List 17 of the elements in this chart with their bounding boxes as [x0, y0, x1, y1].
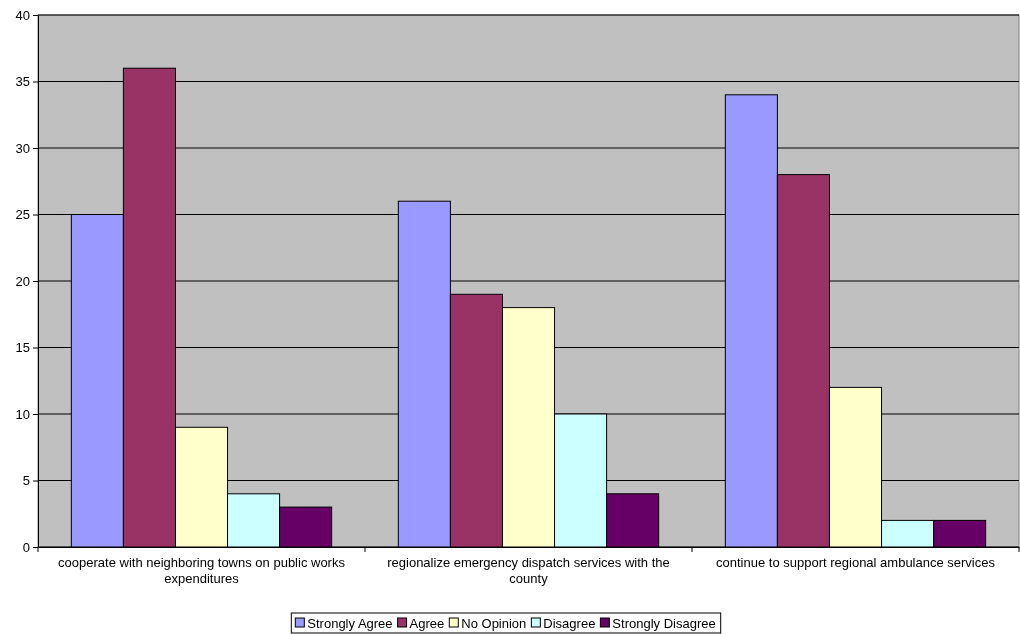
y-tick-label: 35 — [15, 74, 30, 90]
x-tick-label: regionalize emergency dispatch services with the county — [387, 554, 670, 586]
y-tick-label: 5 — [22, 473, 30, 489]
legend-label: No Opinion — [461, 615, 527, 631]
y-tick-label: 10 — [15, 406, 30, 422]
y-tick-label: 30 — [15, 140, 30, 156]
y-tick-label: 0 — [22, 539, 30, 555]
y-tick-label: 20 — [15, 273, 30, 289]
legend-label: Agree — [409, 615, 445, 631]
y-tick-label: 15 — [15, 340, 30, 356]
legend-label: Strongly Agree — [307, 615, 393, 631]
legend-label: Strongly Disagree — [612, 615, 716, 631]
legend-label: Disagree — [543, 615, 596, 631]
y-tick-label: 25 — [15, 207, 30, 223]
x-tick-label: cooperate with neighboring towns on public works expenditures — [58, 554, 346, 586]
y-tick-label: 40 — [15, 7, 30, 23]
x-tick-label: continue to support regional ambulance services — [716, 554, 996, 570]
